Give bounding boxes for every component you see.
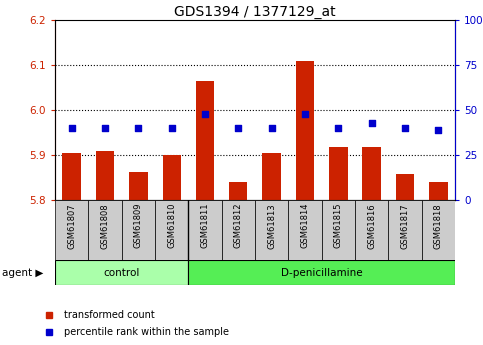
Text: GSM61808: GSM61808: [100, 203, 110, 249]
Bar: [55, 200, 88, 260]
Point: [101, 125, 109, 131]
Text: GSM61809: GSM61809: [134, 203, 143, 248]
Bar: [62, 153, 81, 200]
Point: [234, 125, 242, 131]
Bar: [329, 147, 347, 200]
Bar: [422, 200, 455, 260]
Bar: [355, 200, 388, 260]
Point: [301, 111, 309, 116]
Bar: [196, 81, 214, 200]
Text: GSM61807: GSM61807: [67, 203, 76, 249]
Text: GSM61817: GSM61817: [400, 203, 410, 249]
Point: [268, 125, 275, 131]
Text: GSM61818: GSM61818: [434, 203, 443, 249]
Text: percentile rank within the sample: percentile rank within the sample: [64, 327, 229, 337]
Bar: [388, 200, 422, 260]
Bar: [429, 182, 448, 200]
Point: [168, 125, 175, 131]
Point: [401, 125, 409, 131]
Bar: [188, 260, 455, 285]
Text: GSM61812: GSM61812: [234, 203, 243, 248]
Text: GSM61816: GSM61816: [367, 203, 376, 249]
Bar: [288, 200, 322, 260]
Point: [134, 125, 142, 131]
Bar: [363, 147, 381, 200]
Text: GSM61810: GSM61810: [167, 203, 176, 248]
Bar: [229, 182, 247, 200]
Bar: [322, 200, 355, 260]
Bar: [188, 200, 222, 260]
Bar: [162, 155, 181, 200]
Point: [68, 125, 75, 131]
Bar: [396, 174, 414, 200]
Text: agent ▶: agent ▶: [2, 267, 44, 277]
Bar: [122, 200, 155, 260]
Bar: [296, 61, 314, 200]
Text: GSM61811: GSM61811: [200, 203, 210, 248]
Bar: [262, 153, 281, 200]
Text: GSM61813: GSM61813: [267, 203, 276, 249]
Text: GSM61815: GSM61815: [334, 203, 343, 248]
Text: control: control: [103, 267, 140, 277]
Text: D-penicillamine: D-penicillamine: [281, 267, 362, 277]
Point: [435, 127, 442, 132]
Text: GSM61814: GSM61814: [300, 203, 310, 248]
Bar: [88, 200, 122, 260]
Bar: [55, 260, 188, 285]
Point: [368, 120, 375, 125]
Bar: [96, 151, 114, 200]
Bar: [129, 172, 147, 200]
Bar: [155, 200, 188, 260]
Bar: [222, 200, 255, 260]
Title: GDS1394 / 1377129_at: GDS1394 / 1377129_at: [174, 5, 336, 19]
Point: [334, 125, 342, 131]
Bar: [255, 200, 288, 260]
Text: transformed count: transformed count: [64, 310, 155, 320]
Point: [201, 111, 209, 116]
